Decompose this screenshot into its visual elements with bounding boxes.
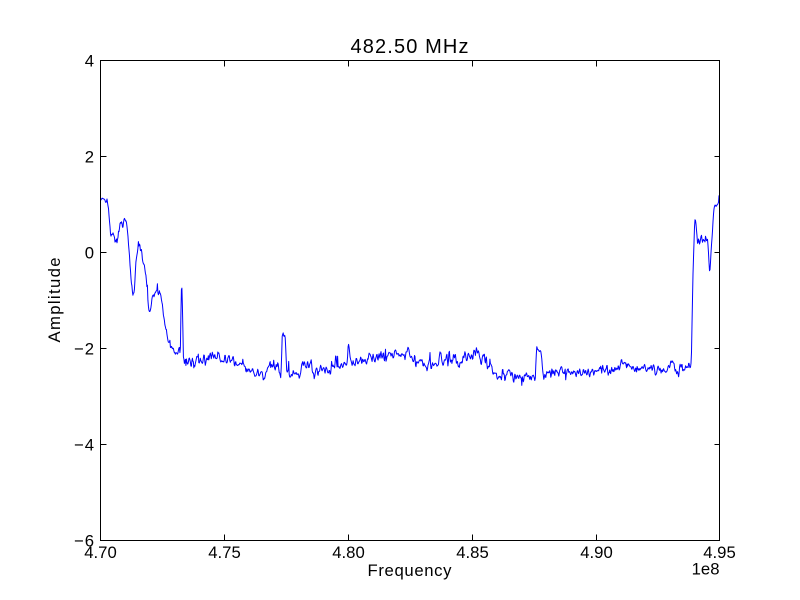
svg-text:4.85: 4.85 xyxy=(456,543,488,562)
svg-text:4.75: 4.75 xyxy=(208,543,240,562)
svg-text:Amplitude: Amplitude xyxy=(45,258,64,343)
svg-text:−4: −4 xyxy=(74,436,94,455)
svg-text:−2: −2 xyxy=(74,340,94,359)
svg-text:4: 4 xyxy=(85,52,94,71)
svg-text:4.70: 4.70 xyxy=(84,543,116,562)
svg-text:4.95: 4.95 xyxy=(703,543,735,562)
svg-text:−6: −6 xyxy=(74,532,94,551)
svg-text:Frequency: Frequency xyxy=(368,561,453,580)
svg-text:4.80: 4.80 xyxy=(332,543,364,562)
svg-text:482.50 MHz: 482.50 MHz xyxy=(351,36,469,58)
svg-text:4.90: 4.90 xyxy=(580,543,612,562)
svg-text:1e8: 1e8 xyxy=(692,560,720,579)
svg-text:0: 0 xyxy=(85,244,94,263)
svg-text:2: 2 xyxy=(85,148,94,167)
